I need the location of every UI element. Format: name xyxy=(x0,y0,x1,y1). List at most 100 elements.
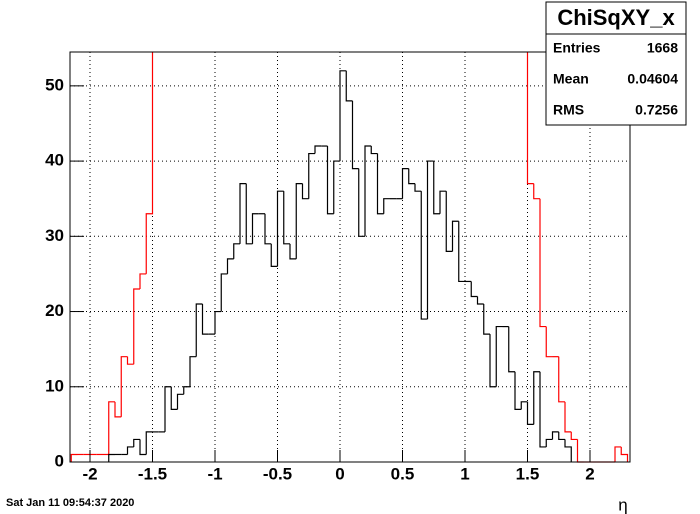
histogram-bin xyxy=(133,288,140,365)
stats-value: 0.7256 xyxy=(635,102,678,118)
histogram-bin xyxy=(270,243,278,268)
histogram-bin xyxy=(183,386,190,395)
histogram-bin xyxy=(458,221,465,283)
histogram-bin xyxy=(114,401,122,418)
histogram-bin xyxy=(558,356,565,403)
histogram-bin xyxy=(426,160,434,320)
histogram-bin xyxy=(445,191,453,252)
x-tick-label: 0 xyxy=(335,464,344,483)
stats-value: 1668 xyxy=(647,40,678,56)
histogram-bin xyxy=(539,198,547,328)
histogram-bin xyxy=(226,258,234,274)
histogram-bin xyxy=(351,100,359,170)
histogram-bin xyxy=(139,273,147,289)
histogram-bin xyxy=(145,431,153,455)
histogram-bin xyxy=(408,168,415,185)
histogram-bin xyxy=(283,191,290,245)
histogram-bin xyxy=(520,401,528,410)
histogram-bin xyxy=(289,243,297,260)
histogram-bin xyxy=(170,386,178,410)
histogram-bin xyxy=(539,371,547,448)
histogram-bin xyxy=(301,183,309,200)
histogram-bin xyxy=(264,213,272,245)
histogram-bin xyxy=(533,371,540,425)
stats-value: 0.04604 xyxy=(627,71,678,87)
histogram-bin xyxy=(370,146,378,155)
histogram-bin xyxy=(533,183,540,200)
histogram-bin xyxy=(451,220,459,252)
histogram-bin xyxy=(470,281,478,298)
date-stamp: Sat Jan 11 09:54:37 2020 xyxy=(6,497,134,509)
histogram-bin xyxy=(489,334,497,388)
histogram-bin xyxy=(201,304,209,335)
y-tick-label: 0 xyxy=(55,451,64,470)
histogram-bin xyxy=(414,183,422,192)
histogram-bin xyxy=(514,371,522,410)
stats-label: Entries xyxy=(553,40,601,56)
histogram-bin xyxy=(195,303,203,357)
stats-box: ChiSqXY_x Entries 1668 Mean 0.04604 RMS … xyxy=(545,1,687,126)
x-tick-label: 2 xyxy=(585,464,594,483)
histogram-bin xyxy=(551,431,559,440)
histogram-bin xyxy=(620,446,629,462)
histogram-bin xyxy=(326,146,334,215)
histogram-bin xyxy=(176,393,184,410)
histogram-bin xyxy=(358,168,365,237)
histogram-bin xyxy=(276,190,284,267)
histogram-bin xyxy=(164,386,172,432)
y-tick-label: 30 xyxy=(45,226,64,245)
histogram-bin xyxy=(220,273,228,312)
histogram-bin xyxy=(308,152,315,199)
histogram-bin xyxy=(126,356,134,365)
histogram-bin xyxy=(564,401,572,433)
x-tick-label: 0.5 xyxy=(391,464,415,483)
histogram-bin xyxy=(126,446,134,455)
histogram-bin xyxy=(345,70,353,102)
histogram-bin xyxy=(476,296,484,305)
y-tick-label: 10 xyxy=(45,376,64,395)
x-tick-label: -1 xyxy=(207,464,222,483)
x-tick-label: -2 xyxy=(82,464,97,483)
stats-title: ChiSqXY_x xyxy=(557,5,675,30)
histogram-bin xyxy=(526,52,534,185)
histogram-bin xyxy=(483,304,490,335)
frame xyxy=(69,51,631,463)
y-tick-label: 40 xyxy=(45,151,64,170)
histogram-bin xyxy=(508,326,515,373)
histogram-bin xyxy=(545,326,553,358)
stats-label: RMS xyxy=(553,102,584,118)
histogram-bin xyxy=(245,183,253,245)
histogram-bin xyxy=(614,446,622,462)
x-tick-label: 1.5 xyxy=(516,464,540,483)
stats-frame xyxy=(545,1,687,126)
histogram-bin xyxy=(108,401,115,455)
histogram-bin xyxy=(420,191,428,320)
histogram-bin xyxy=(383,198,390,214)
histogram-bin xyxy=(439,190,447,214)
histogram-bin xyxy=(233,243,240,259)
histogram-bin xyxy=(295,183,303,259)
histogram-bin xyxy=(558,431,565,441)
histogram-bin xyxy=(108,453,115,462)
histogram-bin xyxy=(214,310,222,335)
histogram-bin xyxy=(314,145,322,154)
histogram-bin xyxy=(564,439,572,462)
x-axis-label: η xyxy=(618,495,627,514)
histogram-bin xyxy=(70,453,78,462)
histogram-bin xyxy=(526,401,534,425)
y-tick-label: 50 xyxy=(45,75,64,94)
histogram-bin xyxy=(333,160,340,214)
histogram-bin xyxy=(364,145,372,237)
histogram-bin xyxy=(239,183,247,244)
histogram-bin xyxy=(545,438,553,447)
histogram-bin xyxy=(189,356,197,387)
x-tick-label: -0.5 xyxy=(263,464,292,483)
histogram-bin xyxy=(570,431,578,441)
stats-label: Mean xyxy=(553,71,589,87)
histogram-bin xyxy=(401,168,409,199)
y-tick-label: 20 xyxy=(45,301,64,320)
x-tick-label: -1.5 xyxy=(138,464,167,483)
histogram-bin xyxy=(339,70,347,162)
histogram-bin xyxy=(433,161,440,215)
